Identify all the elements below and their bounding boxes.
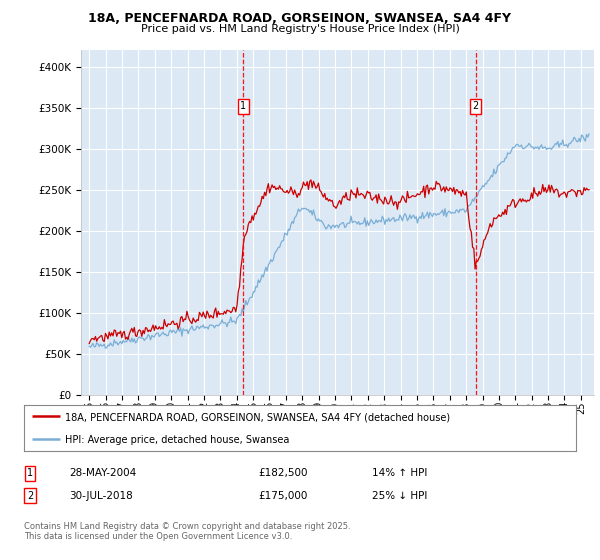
Text: HPI: Average price, detached house, Swansea: HPI: Average price, detached house, Swan… [65,435,290,445]
Text: 28-MAY-2004: 28-MAY-2004 [69,468,136,478]
Text: 2: 2 [473,101,479,111]
Text: £175,000: £175,000 [258,491,307,501]
Text: 1: 1 [241,101,247,111]
Text: 1: 1 [27,468,33,478]
Text: 2: 2 [27,491,33,501]
Text: £182,500: £182,500 [258,468,308,478]
Text: 30-JUL-2018: 30-JUL-2018 [69,491,133,501]
Text: 14% ↑ HPI: 14% ↑ HPI [372,468,427,478]
Text: Price paid vs. HM Land Registry's House Price Index (HPI): Price paid vs. HM Land Registry's House … [140,24,460,34]
Text: 18A, PENCEFNARDA ROAD, GORSEINON, SWANSEA, SA4 4FY (detached house): 18A, PENCEFNARDA ROAD, GORSEINON, SWANSE… [65,412,451,422]
Text: Contains HM Land Registry data © Crown copyright and database right 2025.
This d: Contains HM Land Registry data © Crown c… [24,522,350,542]
Text: 18A, PENCEFNARDA ROAD, GORSEINON, SWANSEA, SA4 4FY: 18A, PENCEFNARDA ROAD, GORSEINON, SWANSE… [89,12,511,25]
Text: 25% ↓ HPI: 25% ↓ HPI [372,491,427,501]
